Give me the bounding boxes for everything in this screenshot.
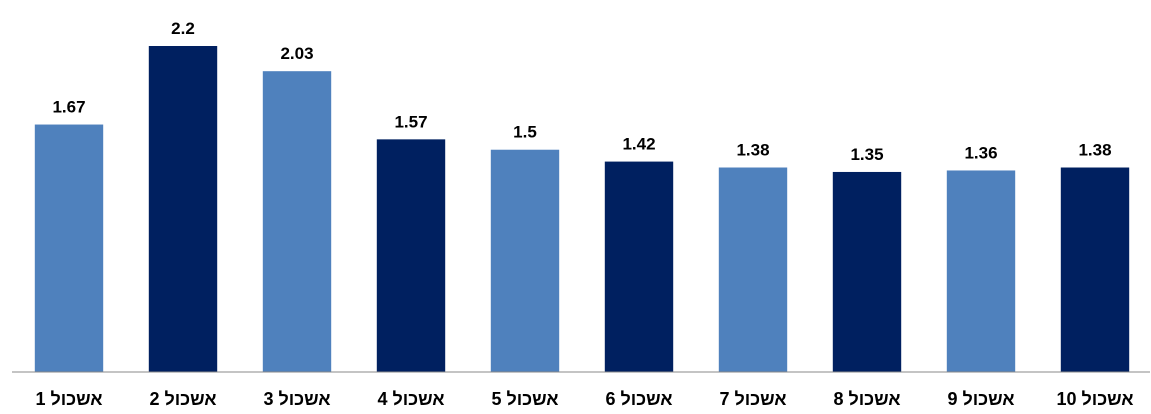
value-label: 1.5 bbox=[513, 123, 537, 142]
x-tick-label: אשכול 7 bbox=[719, 389, 786, 409]
value-label: 1.35 bbox=[850, 145, 883, 164]
bar bbox=[718, 167, 788, 372]
x-tick-label: אשכול 6 bbox=[605, 389, 672, 409]
value-label: 1.42 bbox=[622, 135, 655, 154]
x-tick-label: אשכול 10 bbox=[1056, 389, 1133, 409]
x-tick-label: אשכול 8 bbox=[833, 389, 900, 409]
bar bbox=[604, 161, 674, 372]
value-label: 1.67 bbox=[52, 98, 85, 117]
value-label: 1.38 bbox=[1078, 141, 1111, 160]
value-label: 1.57 bbox=[394, 112, 427, 131]
bar bbox=[376, 139, 446, 372]
value-label: 1.38 bbox=[736, 141, 769, 160]
bar bbox=[148, 46, 218, 372]
x-tick-label: אשכול 5 bbox=[491, 389, 558, 409]
x-tick-label: אשכול 1 bbox=[35, 389, 102, 409]
bar bbox=[490, 149, 560, 372]
bar bbox=[34, 124, 104, 372]
value-label: 1.36 bbox=[964, 143, 997, 162]
x-tick-label: אשכול 4 bbox=[377, 389, 444, 409]
bar bbox=[832, 171, 902, 372]
x-tick-label: אשכול 9 bbox=[947, 389, 1014, 409]
bar bbox=[262, 71, 332, 372]
x-tick-label: אשכול 2 bbox=[149, 389, 216, 409]
value-label: 2.2 bbox=[171, 19, 195, 38]
bar bbox=[946, 170, 1016, 372]
value-label: 2.03 bbox=[280, 44, 313, 63]
x-tick-label: אשכול 3 bbox=[263, 389, 330, 409]
bar bbox=[1060, 167, 1130, 372]
